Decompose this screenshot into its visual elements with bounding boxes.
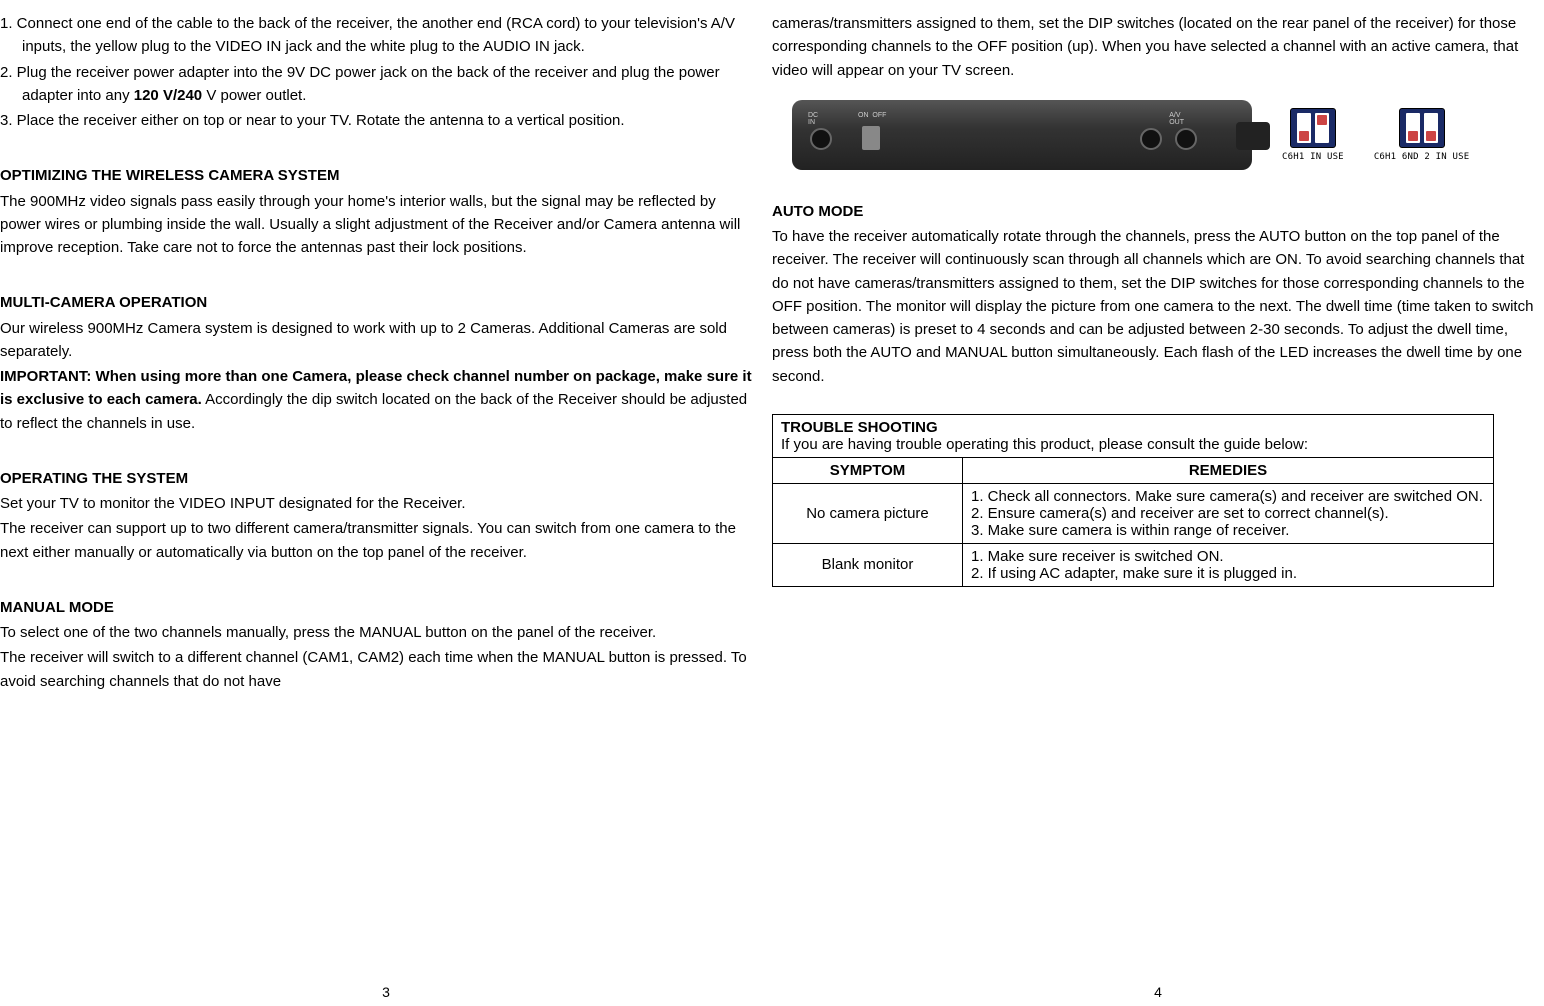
step-3: 3. Place the receiver either on top or n… [0, 109, 752, 132]
manual-body-1: To select one of the two channels manual… [0, 621, 752, 644]
dip-example-1: C6H1 IN USE [1282, 108, 1344, 162]
dip-example-2: C6H1 6ND 2 IN USE [1374, 108, 1470, 162]
antenna-base-icon [1236, 122, 1270, 150]
page-number-4: 4 [1154, 984, 1162, 1000]
row2-remedies: 1. Make sure receiver is switched ON. 2.… [963, 543, 1494, 586]
multi-camera-body-1: Our wireless 900MHz Camera system is des… [0, 317, 752, 364]
dc-in-jack-icon [810, 128, 832, 150]
manual-continued: cameras/transmitters assigned to them, s… [772, 12, 1534, 82]
av-out-jack2-icon [1175, 128, 1197, 150]
dip-switch-2-icon [1399, 108, 1445, 148]
troubleshooting-table: TROUBLE SHOOTING If you are having troub… [772, 414, 1494, 587]
operating-body-2: The receiver can support up to two diffe… [0, 517, 752, 564]
step-1: 1. Connect one end of the cable to the b… [0, 12, 752, 59]
step-2-voltage: 120 V/240 [134, 87, 202, 104]
col-header-symptom: SYMPTOM [773, 457, 963, 483]
dip2-caption: C6H1 6ND 2 IN USE [1374, 152, 1470, 162]
heading-multi-camera: MULTI-CAMERA OPERATION [0, 291, 752, 314]
trouble-intro-cell: TROUBLE SHOOTING If you are having troub… [773, 414, 1494, 457]
dip1-caption: C6H1 IN USE [1282, 152, 1344, 162]
on-off-label: ON OFF [858, 112, 886, 119]
dip2-sw1 [1406, 113, 1420, 143]
dip1-sw1 [1297, 113, 1311, 143]
trouble-title: TROUBLE SHOOTING [781, 419, 1485, 436]
page-number-3: 3 [382, 984, 390, 1000]
av-out-label: A/VOUT [1169, 112, 1184, 126]
heading-operating: OPERATING THE SYSTEM [0, 467, 752, 490]
heading-auto-mode: AUTO MODE [772, 200, 1534, 223]
manual-body-2: The receiver will switch to a different … [0, 646, 752, 693]
dc-in-label: DCIN [808, 112, 818, 126]
heading-manual-mode: MANUAL MODE [0, 596, 752, 619]
operating-body-1: Set your TV to monitor the VIDEO INPUT d… [0, 492, 752, 515]
step-2-text-b: V power outlet. [202, 87, 306, 104]
row1-remedies: 1. Check all connectors. Make sure camer… [963, 483, 1494, 543]
receiver-body-illustration: DCIN ON OFF A/VOUT [792, 100, 1252, 170]
dip-switch-1-icon [1290, 108, 1336, 148]
page-3: 1. Connect one end of the cable to the b… [0, 0, 772, 1006]
heading-optimizing: OPTIMIZING THE WIRELESS CAMERA SYSTEM [0, 164, 752, 187]
auto-mode-body: To have the receiver automatically rotat… [772, 225, 1534, 388]
page-4: cameras/transmitters assigned to them, s… [772, 0, 1544, 1006]
dip1-sw2 [1315, 113, 1329, 143]
dip2-sw2 [1424, 113, 1438, 143]
on-off-switch-icon [862, 126, 880, 150]
receiver-rear-figure: DCIN ON OFF A/VOUT C6H1 IN USE C6H1 6ND … [792, 100, 1534, 170]
col-header-remedies: REMEDIES [963, 457, 1494, 483]
row2-symptom: Blank monitor [773, 543, 963, 586]
step-2: 2. Plug the receiver power adapter into … [0, 61, 752, 108]
step-2-text-a: 2. Plug the receiver power adapter into … [0, 64, 720, 104]
trouble-intro-text: If you are having trouble operating this… [781, 436, 1485, 453]
av-out-jack1-icon [1140, 128, 1162, 150]
multi-camera-body-2: IMPORTANT: When using more than one Came… [0, 365, 752, 435]
row1-symptom: No camera picture [773, 483, 963, 543]
optimizing-body: The 900MHz video signals pass easily thr… [0, 190, 752, 260]
